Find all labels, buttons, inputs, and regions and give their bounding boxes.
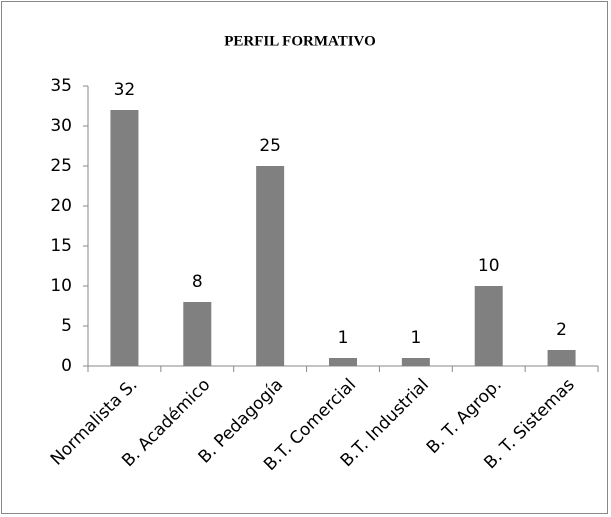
data-label: 1 [410,328,421,348]
data-label: 1 [338,328,349,348]
data-label: 8 [192,272,203,292]
bar [547,350,576,366]
y-tick-label: 30 [50,116,72,136]
bar [256,166,285,366]
y-tick-label: 35 [50,76,72,96]
y-tick-label: 20 [50,196,72,216]
y-tick-label: 0 [61,356,72,376]
bar [183,302,212,366]
y-tick-label: 15 [50,236,72,256]
y-tick-label: 10 [50,276,72,296]
bar [329,358,357,366]
chart-title: PERFIL FORMATIVO [224,33,376,49]
data-label: 32 [114,80,136,100]
bar [474,286,503,366]
data-label: 25 [259,136,281,156]
bar [110,110,139,366]
data-label: 2 [556,320,567,340]
y-tick-label: 5 [61,316,72,336]
bar [401,358,430,366]
y-tick-label: 25 [50,156,72,176]
data-label: 10 [478,256,500,276]
